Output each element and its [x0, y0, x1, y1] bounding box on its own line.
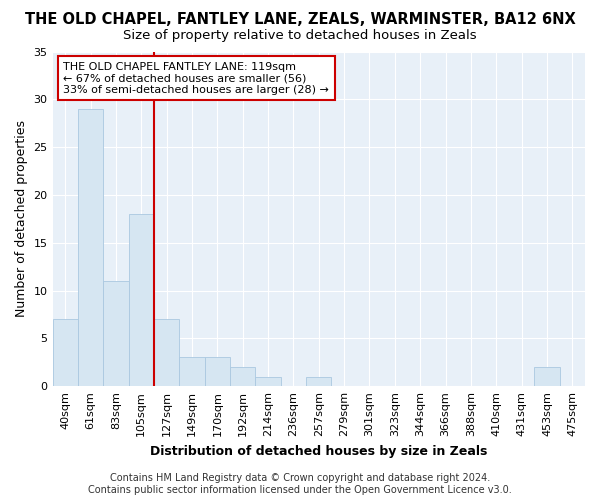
Bar [53, 319, 78, 386]
Bar [103, 281, 128, 386]
Bar [534, 367, 560, 386]
Bar [154, 319, 179, 386]
X-axis label: Distribution of detached houses by size in Zeals: Distribution of detached houses by size … [150, 444, 487, 458]
Bar [128, 214, 154, 386]
Bar [78, 109, 103, 386]
Y-axis label: Number of detached properties: Number of detached properties [15, 120, 28, 318]
Bar [205, 358, 230, 386]
Text: THE OLD CHAPEL, FANTLEY LANE, ZEALS, WARMINSTER, BA12 6NX: THE OLD CHAPEL, FANTLEY LANE, ZEALS, WAR… [25, 12, 575, 28]
Bar [179, 358, 205, 386]
Bar [230, 367, 256, 386]
Text: THE OLD CHAPEL FANTLEY LANE: 119sqm
← 67% of detached houses are smaller (56)
33: THE OLD CHAPEL FANTLEY LANE: 119sqm ← 67… [63, 62, 329, 94]
Bar [306, 376, 331, 386]
Text: Size of property relative to detached houses in Zeals: Size of property relative to detached ho… [123, 29, 477, 42]
Bar [256, 376, 281, 386]
Text: Contains HM Land Registry data © Crown copyright and database right 2024.
Contai: Contains HM Land Registry data © Crown c… [88, 474, 512, 495]
